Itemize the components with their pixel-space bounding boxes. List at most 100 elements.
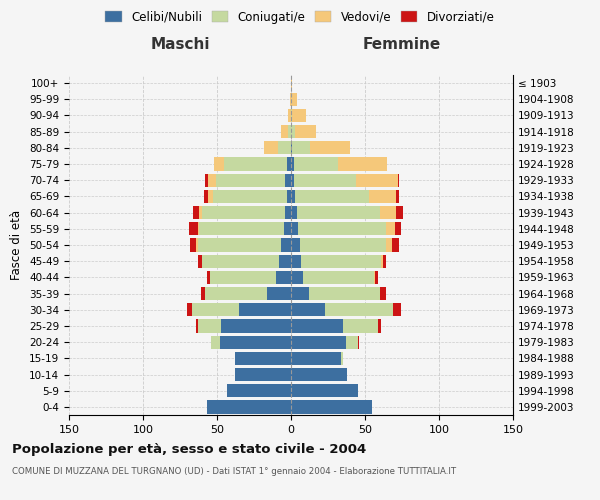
Bar xyxy=(356,174,398,187)
Bar xyxy=(209,270,276,284)
Bar xyxy=(291,222,298,235)
Bar xyxy=(292,141,310,154)
Bar xyxy=(206,270,209,284)
Bar xyxy=(235,368,291,381)
Bar xyxy=(220,336,291,349)
Bar xyxy=(291,320,343,332)
Bar xyxy=(341,352,343,365)
Text: COMUNE DI MUZZANA DEL TURGNANO (UD) - Dati ISTAT 1° gennaio 2004 - Elaborazione : COMUNE DI MUZZANA DEL TURGNANO (UD) - Da… xyxy=(12,468,456,476)
Bar xyxy=(294,174,356,187)
Bar xyxy=(193,206,199,220)
Bar xyxy=(189,222,198,235)
Bar xyxy=(291,158,294,170)
Bar xyxy=(291,206,297,220)
Bar xyxy=(291,125,295,138)
Bar xyxy=(298,222,386,235)
Bar xyxy=(285,206,291,220)
Bar xyxy=(224,158,287,170)
Bar xyxy=(208,174,215,187)
Bar xyxy=(196,238,198,252)
Bar xyxy=(381,254,383,268)
Text: Popolazione per età, sesso e stato civile - 2004: Popolazione per età, sesso e stato civil… xyxy=(12,442,366,456)
Bar xyxy=(211,336,220,349)
Bar xyxy=(192,303,239,316)
Bar xyxy=(380,206,396,220)
Bar xyxy=(203,190,208,203)
Bar xyxy=(279,254,291,268)
Bar xyxy=(198,254,202,268)
Bar xyxy=(287,190,291,203)
Bar xyxy=(301,254,381,268)
Legend: Celibi/Nubili, Coniugati/e, Vedovi/e, Divorziati/e: Celibi/Nubili, Coniugati/e, Vedovi/e, Di… xyxy=(100,6,500,28)
Bar xyxy=(202,254,279,268)
Bar xyxy=(338,158,387,170)
Bar xyxy=(208,190,212,203)
Bar xyxy=(291,109,292,122)
Bar xyxy=(281,125,288,138)
Bar xyxy=(268,287,291,300)
Bar xyxy=(294,158,338,170)
Bar xyxy=(198,238,281,252)
Bar xyxy=(398,174,399,187)
Bar xyxy=(310,141,350,154)
Bar xyxy=(284,222,291,235)
Bar xyxy=(291,190,295,203)
Bar xyxy=(291,303,325,316)
Bar xyxy=(291,287,309,300)
Bar xyxy=(212,190,287,203)
Bar xyxy=(292,109,306,122)
Bar xyxy=(374,270,376,284)
Bar xyxy=(300,238,386,252)
Bar xyxy=(205,174,208,187)
Bar xyxy=(287,158,291,170)
Bar xyxy=(379,320,381,332)
Bar xyxy=(291,254,301,268)
Bar xyxy=(215,174,285,187)
Bar xyxy=(343,320,379,332)
Bar xyxy=(202,206,285,220)
Bar xyxy=(276,270,291,284)
Bar xyxy=(295,190,370,203)
Bar xyxy=(380,287,386,300)
Bar xyxy=(291,384,358,398)
Bar xyxy=(206,400,291,413)
Bar xyxy=(288,109,291,122)
Bar xyxy=(309,287,380,300)
Y-axis label: Fasce di età: Fasce di età xyxy=(10,210,23,280)
Text: Femmine: Femmine xyxy=(363,38,441,52)
Bar xyxy=(187,303,192,316)
Bar xyxy=(392,238,399,252)
Bar xyxy=(205,287,268,300)
Bar xyxy=(199,222,284,235)
Bar xyxy=(291,270,303,284)
Bar xyxy=(288,125,291,138)
Bar xyxy=(291,352,341,365)
Bar xyxy=(325,303,393,316)
Bar xyxy=(291,238,300,252)
Bar xyxy=(358,336,359,349)
Bar xyxy=(383,254,386,268)
Bar xyxy=(227,384,291,398)
Bar xyxy=(235,352,291,365)
Bar xyxy=(291,368,347,381)
Bar xyxy=(386,238,392,252)
Bar xyxy=(346,336,358,349)
Bar xyxy=(190,238,196,252)
Bar xyxy=(370,190,396,203)
Bar xyxy=(281,238,291,252)
Bar xyxy=(297,206,380,220)
Bar xyxy=(291,174,294,187)
Bar xyxy=(198,320,221,332)
Bar xyxy=(239,303,291,316)
Bar xyxy=(303,270,374,284)
Bar xyxy=(278,141,291,154)
Bar xyxy=(198,222,199,235)
Bar xyxy=(265,141,278,154)
Bar xyxy=(395,222,401,235)
Bar xyxy=(285,174,291,187)
Bar xyxy=(291,76,292,90)
Bar xyxy=(196,320,198,332)
Bar xyxy=(386,222,395,235)
Bar xyxy=(221,320,291,332)
Bar xyxy=(291,336,346,349)
